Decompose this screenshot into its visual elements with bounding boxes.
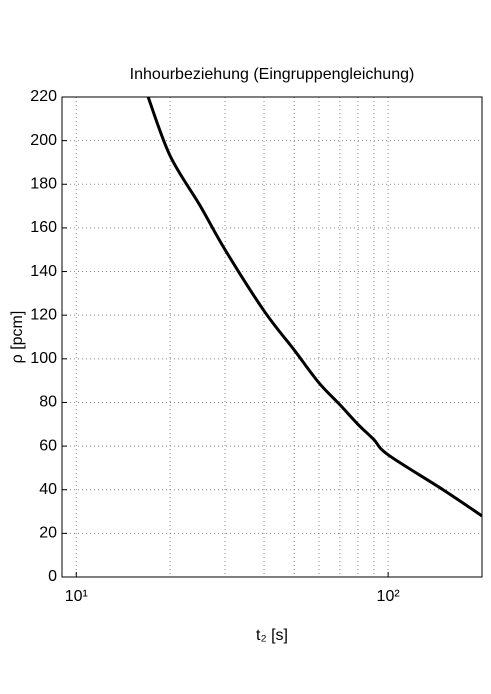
y-tick-label: 180: [30, 175, 57, 192]
y-tick-label: 0: [48, 568, 57, 585]
chart-title: Inhourbeziehung (Eingruppengleichung): [130, 66, 415, 83]
y-tick-label: 40: [39, 481, 57, 498]
x-tick-label: 10²: [377, 588, 401, 605]
plot-frame: [61, 96, 483, 578]
x-axis-label: t₂ [s]: [256, 627, 288, 644]
y-tick-label: 80: [39, 394, 57, 411]
y-tick-label: 120: [30, 306, 57, 323]
curve: [146, 97, 482, 518]
x-tick-label: 10¹: [65, 588, 88, 605]
y-tick-label: 140: [30, 263, 57, 280]
y-tick-label: 200: [30, 132, 57, 149]
y-tick-label: 20: [39, 525, 57, 542]
y-axis-label: ρ [pcm]: [9, 311, 26, 364]
y-tick-label: 160: [30, 219, 57, 236]
y-tick-label: 60: [39, 437, 57, 454]
y-tick-label: 220: [30, 88, 57, 105]
y-tick-label: 100: [30, 350, 57, 367]
